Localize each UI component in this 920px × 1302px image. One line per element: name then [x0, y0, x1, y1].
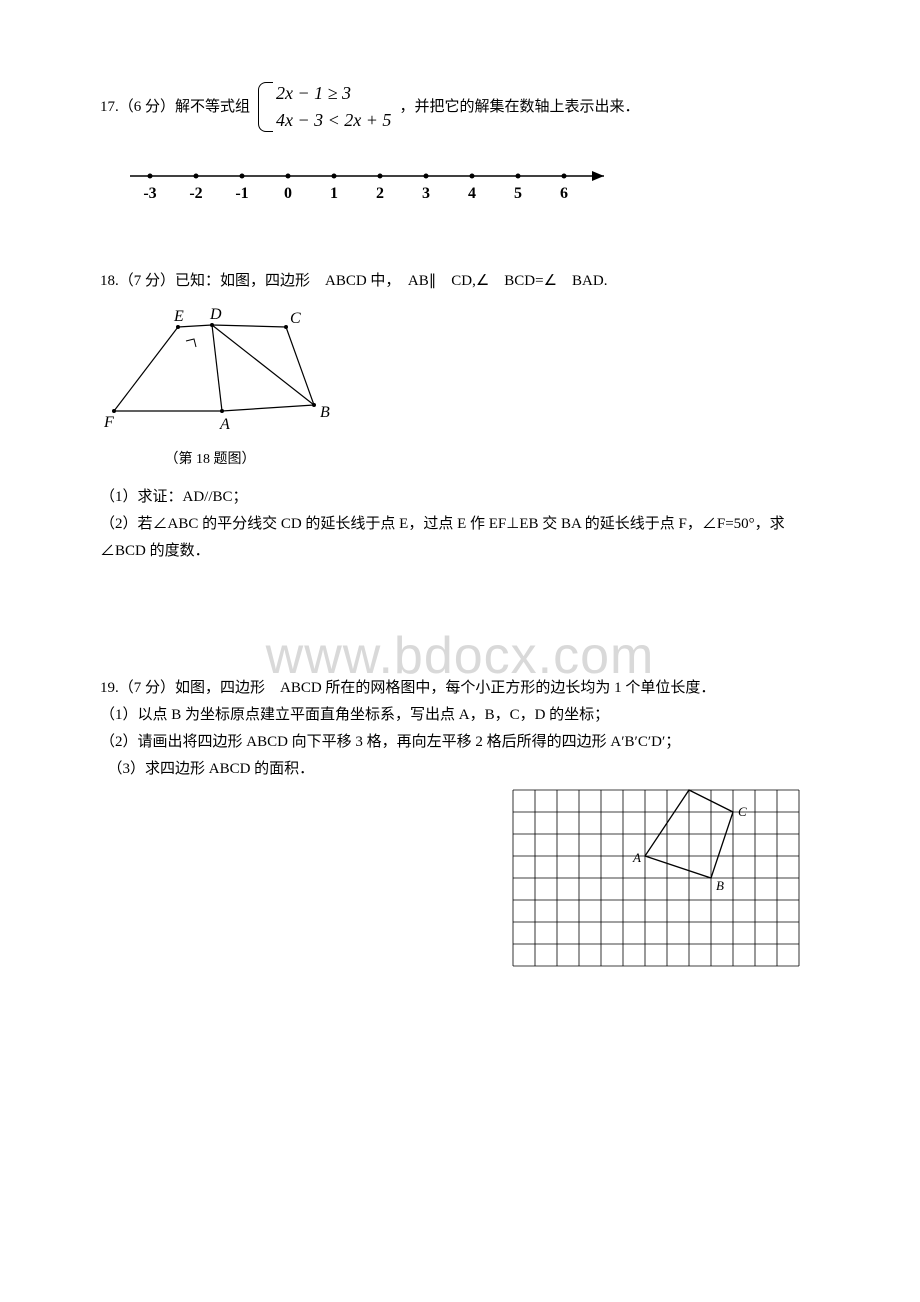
svg-text:D: D	[209, 307, 222, 323]
svg-text:1: 1	[330, 185, 338, 202]
q19-part1: （1）以点 B 为坐标原点建立平面直角坐标系，写出点 A，B，C，D 的坐标；	[100, 702, 820, 729]
q18-prompt: 18.（7 分）已知：如图，四边形 ABCD 中， AB∥ CD,∠ BCD=∠…	[100, 268, 820, 295]
svg-text:6: 6	[560, 185, 568, 202]
q17-prefix: 17.（6 分）解不等式组	[100, 94, 250, 121]
svg-text:-1: -1	[235, 185, 248, 202]
svg-text:A: A	[219, 416, 230, 433]
q17-numberline: -3 -2 -1 0 1 2 3 4 5 6	[120, 158, 640, 208]
q18-figure-wrap: E D C F A B （第 18 题图）	[100, 307, 820, 472]
q18-part1: （1）求证：AD//BC；	[100, 484, 820, 511]
svg-text:B: B	[716, 878, 724, 893]
svg-text:E: E	[173, 308, 184, 325]
svg-text:F: F	[103, 414, 114, 431]
q18-figure: E D C F A B	[100, 307, 340, 437]
q17-eq1: 2x − 1 ≥ 3	[276, 80, 391, 107]
q17-suffix: ，并把它的解集在数轴上表示出来．	[399, 94, 639, 121]
q17-eq2: 4x − 3 < 2x + 5	[276, 107, 391, 134]
q17-numberline-wrap: -3 -2 -1 0 1 2 3 4 5 6	[120, 158, 820, 208]
svg-text:4: 4	[468, 185, 476, 202]
q17-inequalities: 2x − 1 ≥ 3 4x − 3 < 2x + 5	[258, 80, 391, 134]
page-content: 17.（6 分）解不等式组 2x − 1 ≥ 3 4x − 3 < 2x + 5…	[100, 80, 820, 967]
q19-part2: （2）请画出将四边形 ABCD 向下平移 3 格，再向左平移 2 格后所得的四边…	[100, 729, 820, 756]
svg-text:3: 3	[422, 185, 430, 202]
q19-part3: （3）求四边形 ABCD 的面积．	[100, 756, 820, 783]
svg-text:C: C	[738, 804, 747, 819]
q18-block: 18.（7 分）已知：如图，四边形 ABCD 中， AB∥ CD,∠ BCD=∠…	[100, 268, 820, 565]
q19-grid: ABCD	[512, 789, 800, 967]
q19-grid-wrap: ABCD	[100, 789, 820, 967]
svg-text:-3: -3	[143, 185, 156, 202]
svg-text:2: 2	[376, 185, 384, 202]
q18-caption: （第 18 题图）	[100, 447, 320, 472]
svg-text:0: 0	[284, 185, 292, 202]
svg-text:B: B	[320, 404, 330, 421]
svg-text:A: A	[632, 850, 641, 865]
q17-prompt-row: 17.（6 分）解不等式组 2x − 1 ≥ 3 4x − 3 < 2x + 5…	[100, 80, 820, 134]
svg-text:C: C	[290, 310, 301, 327]
svg-text:-2: -2	[189, 185, 202, 202]
svg-text:5: 5	[514, 185, 522, 202]
q18-part2: （2）若∠ABC 的平分线交 CD 的延长线于点 E，过点 E 作 EF⊥EB …	[100, 511, 820, 565]
q19-block: 19.（7 分）如图，四边形 ABCD 所在的网格图中，每个小正方形的边长均为 …	[100, 675, 820, 967]
q19-prompt: 19.（7 分）如图，四边形 ABCD 所在的网格图中，每个小正方形的边长均为 …	[100, 675, 820, 702]
